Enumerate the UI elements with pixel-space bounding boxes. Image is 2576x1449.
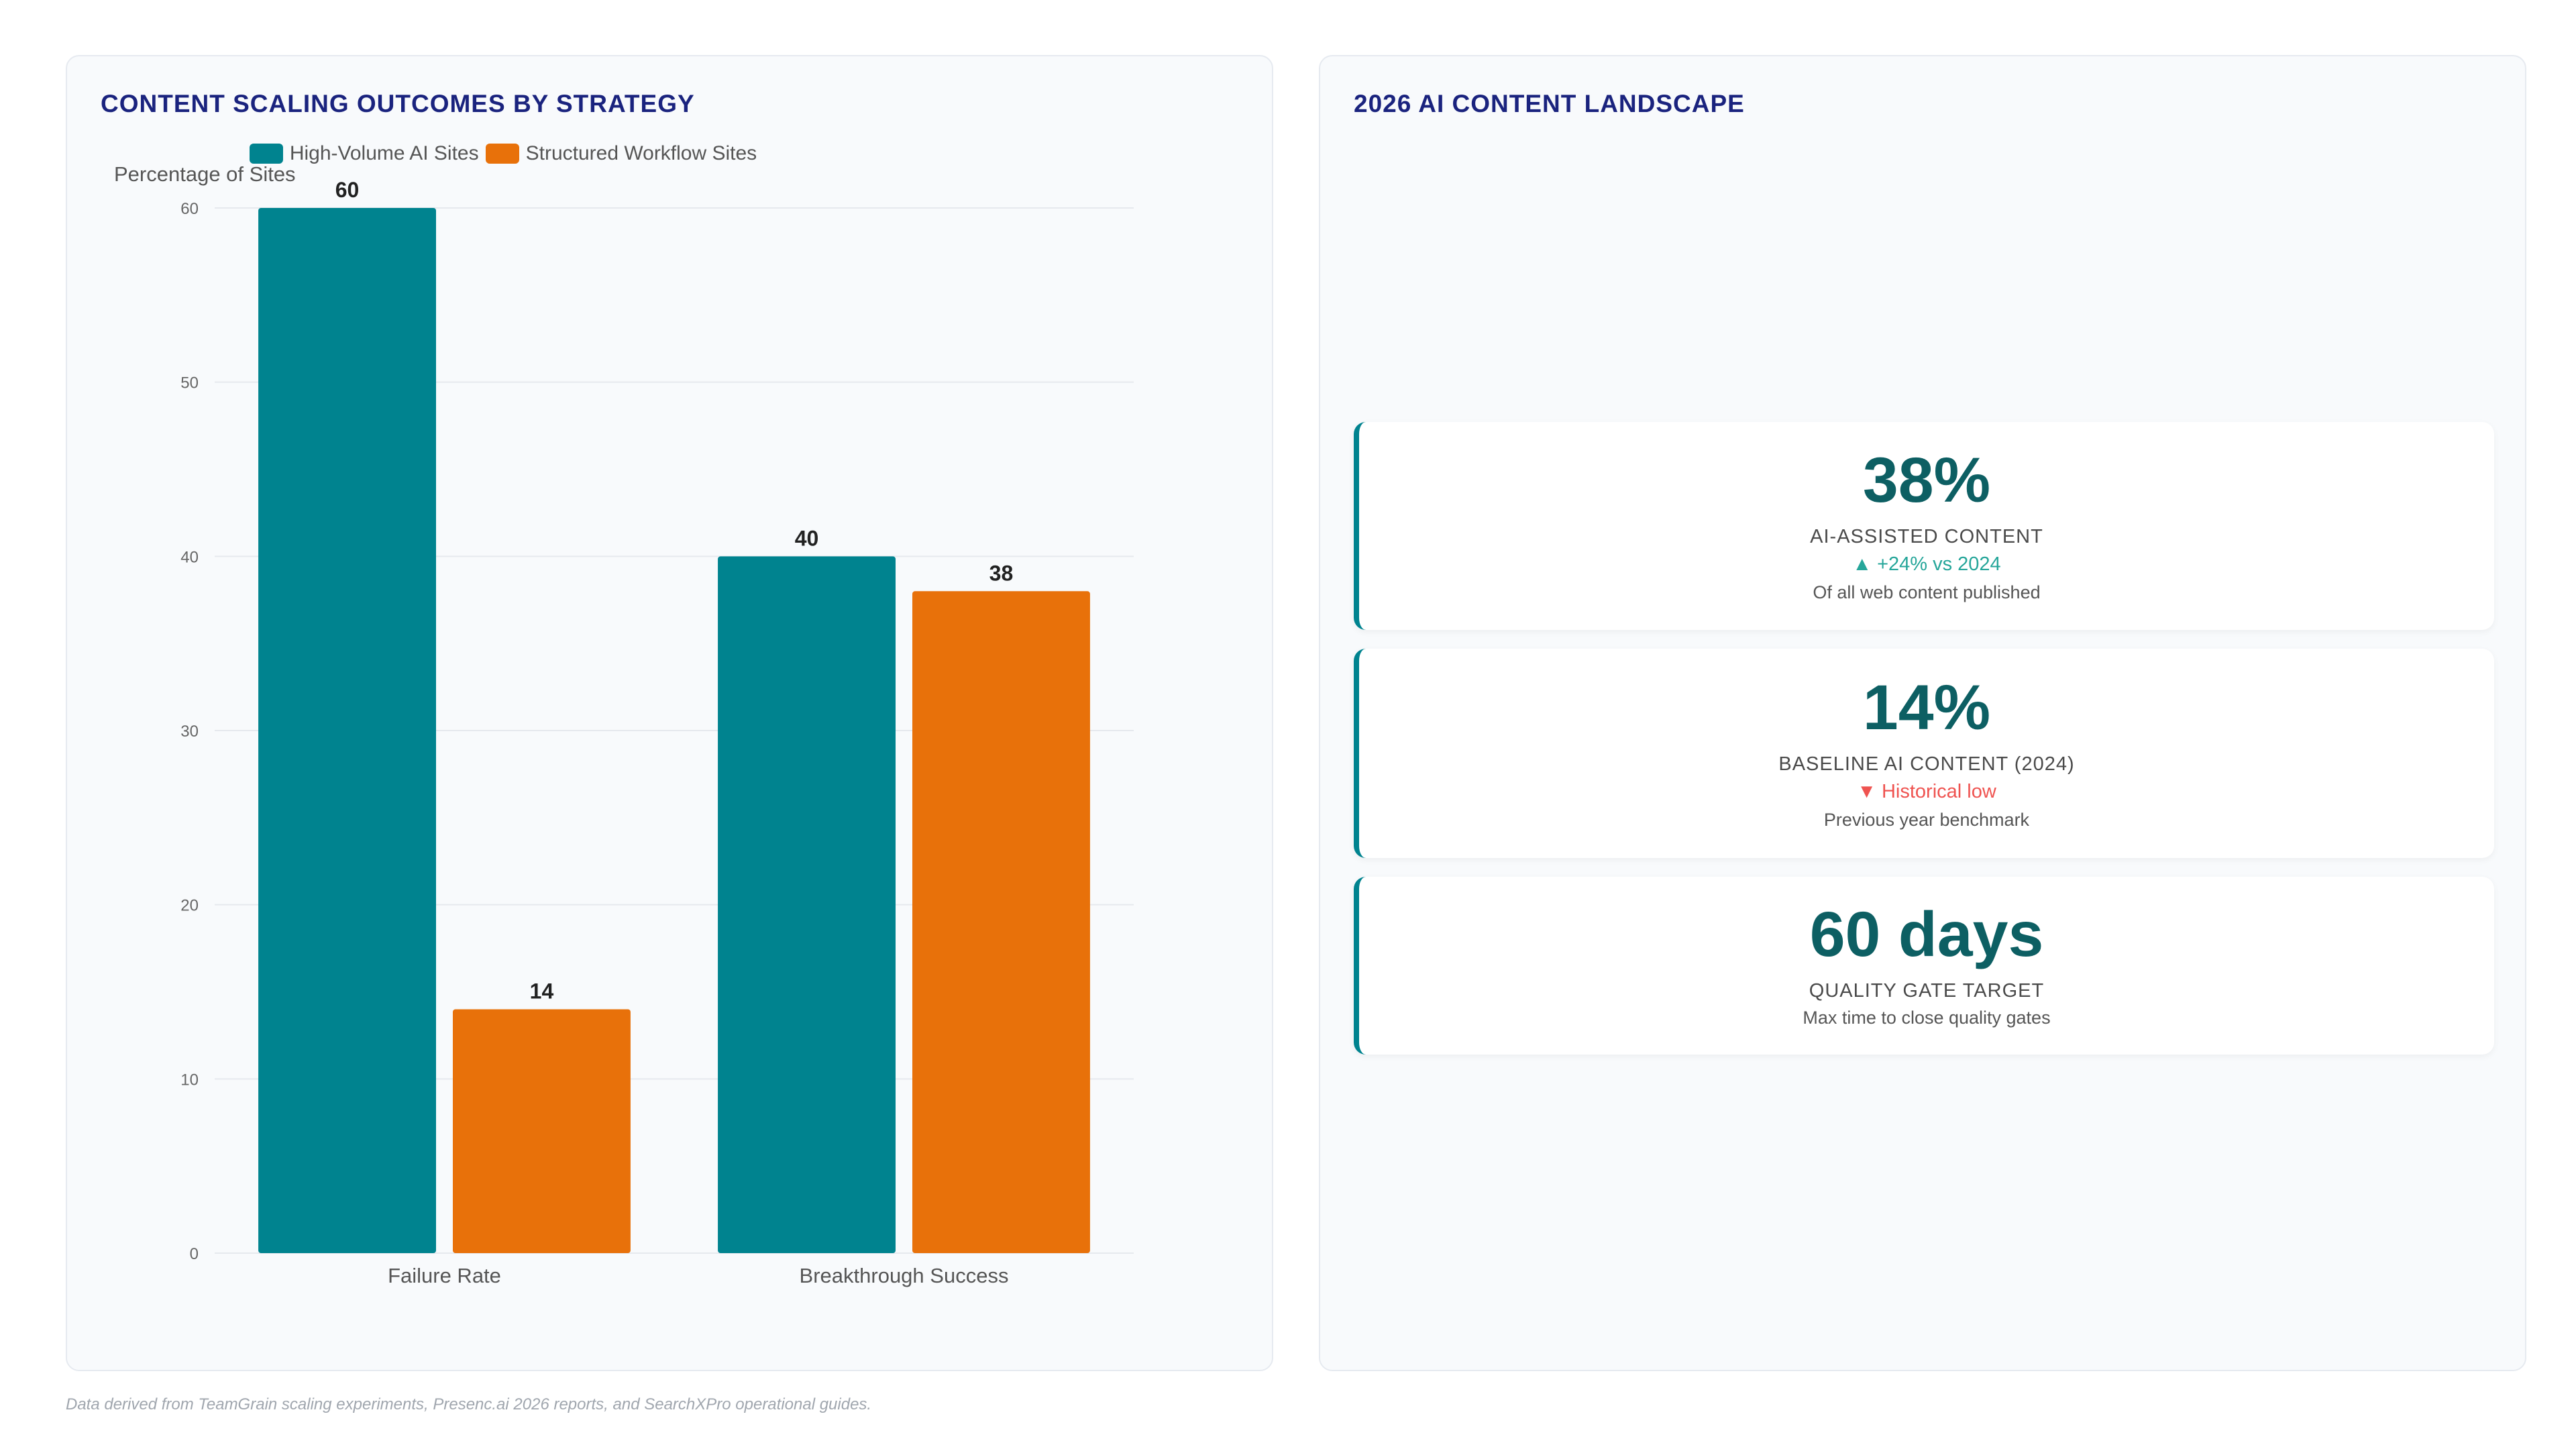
stat-subtext: Of all web content published	[1813, 582, 2041, 602]
stat-value: 14%	[1862, 672, 1991, 743]
bar-structured-workflow-sites	[453, 1009, 631, 1253]
stat-trend-up: ▲ +24% vs 2024	[1852, 553, 2001, 575]
stat-card-quality-gate: 60 days QUALITY GATE TARGET Max time to …	[1354, 877, 2494, 1055]
stat-subtext: Previous year benchmark	[1823, 810, 2030, 830]
y-tick-label: 30	[180, 722, 199, 741]
y-tick-label: 50	[180, 374, 199, 392]
chart-panel-title: CONTENT SCALING OUTCOMES BY STRATEGY	[101, 90, 695, 117]
bar-high-volume-ai-sites	[258, 208, 436, 1253]
bar-data-label: 40	[795, 526, 819, 550]
chart-legend: High-Volume AI Sites Structured Workflow…	[67, 142, 939, 165]
bar-chart: 0 10 20 30 40 50 60 Percentage of Sites 60 14 Fail…	[114, 162, 1134, 1287]
stat-trend-down: ▼ Historical low	[1857, 781, 1996, 802]
chart-panel: CONTENT SCALING OUTCOMES BY STRATEGY Hig…	[66, 55, 1273, 1371]
x-category-label: Failure Rate	[388, 1264, 501, 1287]
stat-card-ai-assisted: 38% AI-ASSISTED CONTENT ▲ +24% vs 2024 O…	[1354, 422, 2494, 630]
stat-cards: 38% AI-ASSISTED CONTENT ▲ +24% vs 2024 O…	[1354, 422, 2494, 1055]
legend-swatch-high-volume	[249, 144, 283, 164]
y-axis-title: Percentage of Sites	[114, 162, 296, 186]
y-tick-label: 10	[180, 1071, 199, 1089]
bar-structured-workflow-sites	[912, 591, 1090, 1253]
bar-data-label: 14	[530, 979, 554, 1003]
stat-subtext: Max time to close quality gates	[1803, 1008, 2051, 1028]
bar-high-volume-ai-sites	[718, 556, 896, 1254]
stat-value: 38%	[1862, 445, 1991, 516]
bar-data-label: 38	[989, 561, 1014, 585]
x-category-label: Breakthrough Success	[800, 1264, 1009, 1287]
stat-card-baseline: 14% BASELINE AI CONTENT (2024) ▼ Histori…	[1354, 649, 2494, 858]
y-tick-label: 40	[180, 548, 199, 566]
landscape-panel-title: 2026 AI CONTENT LANDSCAPE	[1354, 90, 1745, 117]
stat-label: AI-ASSISTED CONTENT	[1810, 526, 2043, 547]
legend-label-structured: Structured Workflow Sites	[525, 142, 757, 164]
bar-data-label: 60	[335, 178, 360, 202]
legend-item-high-volume[interactable]: High-Volume AI Sites	[249, 142, 479, 165]
stat-label: QUALITY GATE TARGET	[1809, 980, 2045, 1002]
stat-label: BASELINE AI CONTENT (2024)	[1778, 753, 2075, 775]
y-tick-label: 60	[180, 200, 199, 218]
y-tick-label: 0	[190, 1245, 199, 1263]
y-tick-label: 20	[180, 897, 199, 915]
stat-value: 60 days	[1809, 899, 2044, 970]
legend-swatch-structured	[485, 144, 519, 164]
legend-label-high-volume: High-Volume AI Sites	[289, 142, 479, 164]
footer-source-note: Data derived from TeamGrain scaling expe…	[66, 1395, 872, 1413]
legend-item-structured[interactable]: Structured Workflow Sites	[485, 142, 757, 165]
landscape-panel: 2026 AI CONTENT LANDSCAPE 38% AI-ASSISTE…	[1319, 55, 2526, 1371]
